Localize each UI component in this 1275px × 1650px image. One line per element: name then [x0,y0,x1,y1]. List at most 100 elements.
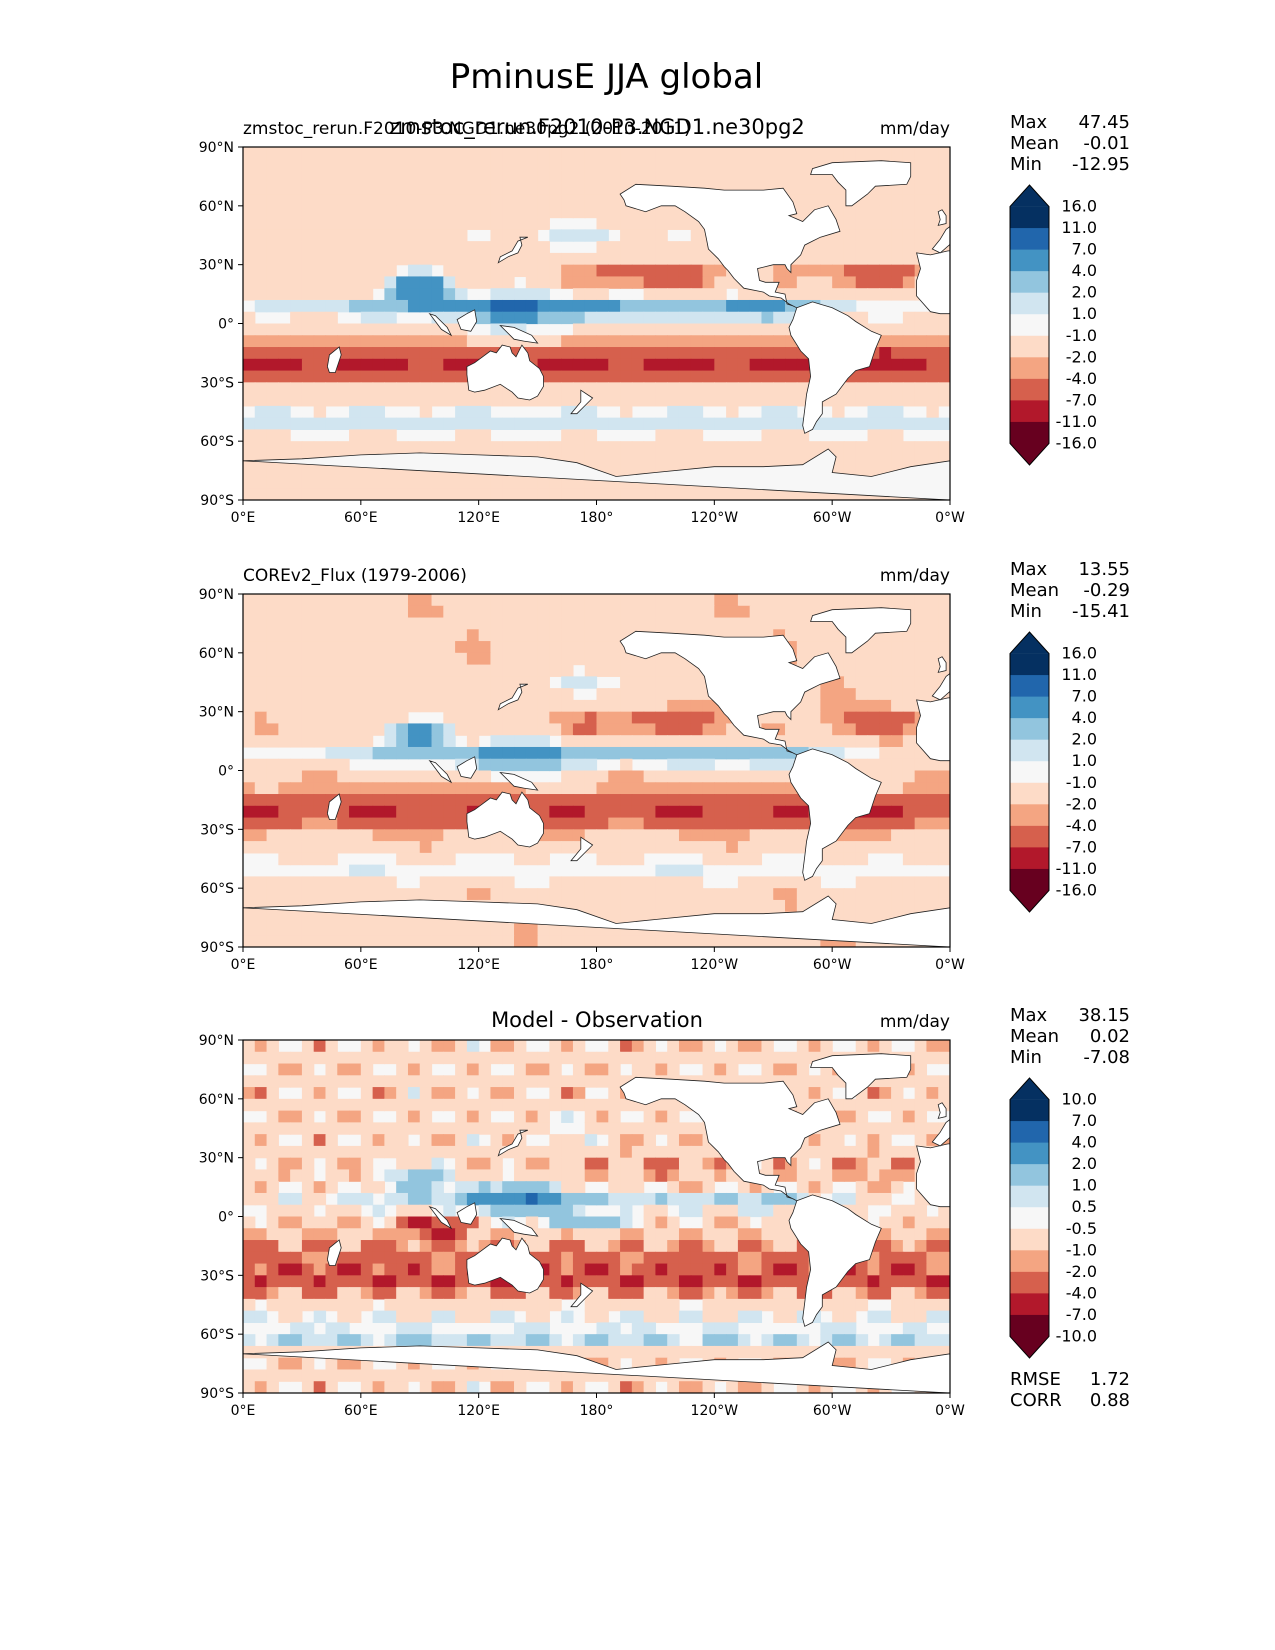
stat-min-label: Min [1010,154,1042,175]
field-cell [667,1345,680,1359]
field-cell [396,476,409,489]
field-cell [584,899,598,913]
field-cell [407,382,421,395]
field-cell [266,664,279,677]
map-panel-1: 90°N60°N30°N0°30°S60°S90°S0°E 60°E 120°E 18… [199,112,1130,526]
field-cell [372,699,385,713]
field-cell [325,1051,338,1065]
field-cell [360,229,374,242]
field-cell [572,1075,586,1088]
field-cell [466,711,480,725]
field-cell [867,664,880,677]
field-cell [443,382,456,395]
field-cell [655,770,668,783]
field-cell [938,1216,950,1229]
field-cell [502,417,515,430]
field-cell [726,605,739,619]
field-cell [867,888,880,901]
field-cell [349,688,362,701]
field-cell [737,452,751,466]
field-cell [537,1051,550,1065]
colorbar-tick-label: 11.0 [1061,665,1097,684]
field-cell [620,794,633,807]
field-cell [384,1310,397,1323]
colorbar-swatch [1010,400,1049,423]
field-cell [737,288,751,301]
field-cell [431,735,444,748]
field-cell [902,276,916,289]
field-cell [431,170,444,183]
field-cell [466,841,480,854]
field-cell [584,629,598,642]
field-cell [643,441,657,454]
field-cell [561,299,574,313]
field-cell [360,1369,374,1382]
stat-max-label: Max [1010,559,1048,580]
field-cell [243,452,256,466]
field-cell [678,888,692,901]
field-cell [761,1040,774,1053]
field-cell [891,1122,904,1135]
field-cell [796,370,810,383]
colorbar-swatch [1010,696,1049,719]
field-cell [243,688,256,701]
field-cell [290,252,303,266]
field-cell [655,1063,668,1076]
field-cell [843,735,857,748]
field-cell [490,323,503,336]
field-cell [608,1357,621,1371]
field-cell [702,594,715,607]
field-cell [572,629,586,642]
field-cell [749,1263,763,1276]
field-cell [372,1204,385,1218]
field-cell [561,194,574,207]
field-cell [360,1087,374,1100]
field-cell [914,782,928,795]
field-cell [690,1240,704,1253]
field-cell [678,817,692,830]
field-cell [749,770,763,783]
field-cell [455,264,468,278]
field-cell [655,782,668,795]
field-cell [549,1098,562,1112]
field-cell [419,770,433,783]
field-cell [620,746,633,760]
field-cell [266,1169,279,1182]
field-cell [702,299,715,313]
field-cell [537,688,550,701]
field-cell [443,688,456,701]
colorbar-tick-label: 4.0 [1072,261,1097,280]
colorbar-swatch [1010,675,1049,698]
field-cell [655,617,668,630]
field-cell [266,194,279,207]
field-cell [608,699,621,713]
field-cell [926,335,939,348]
field-cell [396,1110,409,1123]
field-cell [431,488,444,500]
field-cell [620,417,633,430]
field-cell [313,1075,327,1088]
field-cell [537,923,550,936]
field-cell [714,617,727,630]
field-cell [667,617,680,630]
field-cell [254,429,268,442]
field-cell [785,452,798,466]
field-cell [290,311,303,325]
field-cell [443,1263,456,1276]
field-cell [514,488,527,500]
field-cell [926,217,939,230]
field-cell [596,617,609,630]
field-cell [596,805,609,819]
field-cell [360,1263,374,1276]
field-cell [455,1251,468,1265]
field-cell [525,1098,539,1112]
field-cell [407,323,421,336]
field-cell [431,382,444,395]
field-cell [667,1181,680,1194]
field-cell [737,323,751,336]
field-cell [478,617,492,630]
field-cell [478,264,492,278]
field-cell [243,1122,256,1135]
field-cell [843,441,857,454]
field-cell [360,182,374,195]
